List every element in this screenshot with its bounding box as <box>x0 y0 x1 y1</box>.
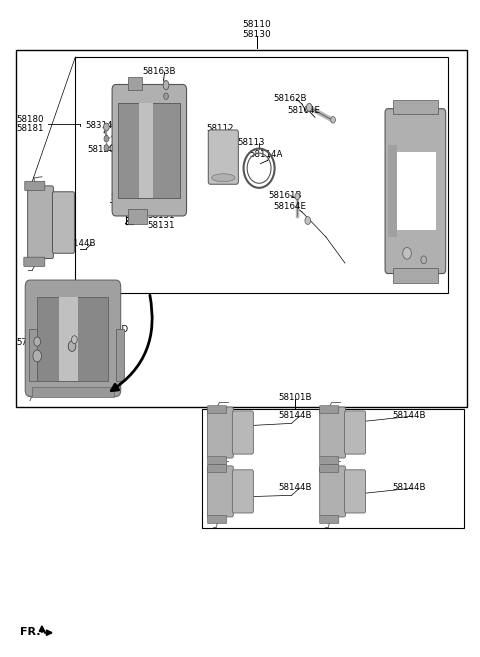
Text: 58113: 58113 <box>238 138 265 147</box>
Text: 58162B: 58162B <box>274 94 307 102</box>
Text: 58144B: 58144B <box>393 483 426 492</box>
Text: 58144B: 58144B <box>393 411 426 420</box>
Text: 58131: 58131 <box>147 212 174 221</box>
Text: 58164E: 58164E <box>274 202 306 211</box>
FancyBboxPatch shape <box>52 192 74 253</box>
Ellipse shape <box>331 116 336 123</box>
Ellipse shape <box>403 248 411 259</box>
Text: 58144B: 58144B <box>62 239 96 248</box>
Ellipse shape <box>305 217 311 225</box>
FancyBboxPatch shape <box>320 464 339 472</box>
FancyBboxPatch shape <box>320 466 346 517</box>
Bar <box>139 102 153 198</box>
FancyBboxPatch shape <box>112 85 187 216</box>
Text: 58110: 58110 <box>242 20 271 30</box>
FancyBboxPatch shape <box>208 130 239 184</box>
Ellipse shape <box>34 337 40 346</box>
FancyBboxPatch shape <box>320 407 346 458</box>
Text: 58125: 58125 <box>123 94 151 102</box>
FancyBboxPatch shape <box>207 457 227 464</box>
Ellipse shape <box>421 256 427 263</box>
Ellipse shape <box>306 103 312 111</box>
Bar <box>75 57 447 292</box>
Text: 58163B: 58163B <box>142 67 176 76</box>
Bar <box>202 409 464 528</box>
Bar <box>37 297 108 381</box>
FancyBboxPatch shape <box>207 406 227 413</box>
Ellipse shape <box>140 145 149 159</box>
Text: 58164E: 58164E <box>288 106 321 115</box>
FancyBboxPatch shape <box>207 464 227 472</box>
Text: 58144B: 58144B <box>278 411 312 420</box>
Bar <box>388 145 396 237</box>
FancyBboxPatch shape <box>25 280 120 397</box>
FancyBboxPatch shape <box>28 186 53 258</box>
Bar <box>128 77 142 90</box>
FancyBboxPatch shape <box>207 516 227 524</box>
Text: FR.: FR. <box>20 627 40 637</box>
Bar <box>395 152 436 231</box>
FancyBboxPatch shape <box>320 457 339 464</box>
Ellipse shape <box>212 173 235 181</box>
FancyBboxPatch shape <box>24 257 45 266</box>
FancyBboxPatch shape <box>345 411 365 454</box>
Text: 58130: 58130 <box>242 30 271 39</box>
Ellipse shape <box>104 145 109 151</box>
Bar <box>16 51 467 407</box>
Bar <box>118 102 180 198</box>
Text: 58120: 58120 <box>87 145 115 154</box>
Text: 58112: 58112 <box>206 124 234 133</box>
Text: 58181: 58181 <box>17 124 44 133</box>
Text: 58314: 58314 <box>85 121 112 130</box>
Ellipse shape <box>295 193 300 200</box>
Text: 58131: 58131 <box>147 221 174 231</box>
Text: 58161B: 58161B <box>269 191 302 200</box>
FancyBboxPatch shape <box>25 181 45 191</box>
FancyBboxPatch shape <box>320 516 339 524</box>
Ellipse shape <box>68 341 76 351</box>
Ellipse shape <box>33 350 41 362</box>
FancyBboxPatch shape <box>232 411 253 454</box>
Text: 58101B: 58101B <box>278 393 312 401</box>
Bar <box>33 388 114 397</box>
FancyBboxPatch shape <box>207 466 233 517</box>
Ellipse shape <box>104 123 109 131</box>
Bar <box>128 210 147 224</box>
Ellipse shape <box>104 135 109 142</box>
FancyArrowPatch shape <box>111 295 152 391</box>
Bar <box>393 268 438 283</box>
Text: 57725A: 57725A <box>17 338 50 348</box>
FancyBboxPatch shape <box>385 108 446 273</box>
Text: 1351JD: 1351JD <box>97 325 128 334</box>
Text: 58144B: 58144B <box>278 483 312 492</box>
Text: 58114A: 58114A <box>250 150 283 159</box>
Text: 58144B: 58144B <box>110 193 144 202</box>
Ellipse shape <box>72 336 77 344</box>
Ellipse shape <box>164 93 168 99</box>
Bar <box>29 328 36 381</box>
FancyBboxPatch shape <box>232 470 253 513</box>
Bar <box>116 328 123 381</box>
FancyBboxPatch shape <box>207 407 233 458</box>
Ellipse shape <box>163 81 169 90</box>
FancyBboxPatch shape <box>345 470 365 513</box>
Text: 58180: 58180 <box>17 115 44 124</box>
FancyBboxPatch shape <box>320 406 339 413</box>
Bar <box>59 297 78 381</box>
Bar <box>393 99 438 114</box>
